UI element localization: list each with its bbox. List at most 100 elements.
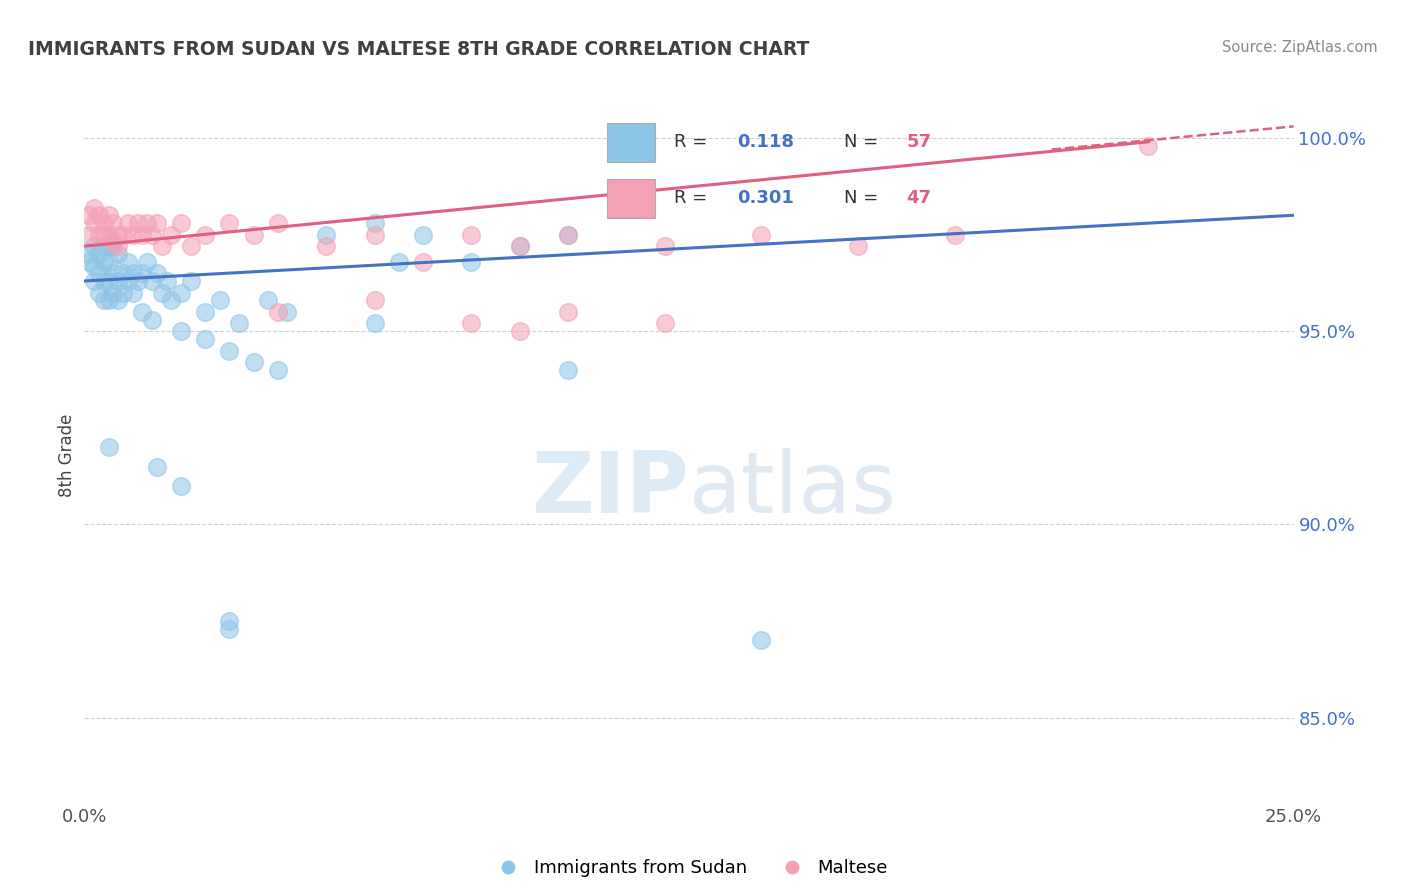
Point xyxy=(751,227,773,242)
Point xyxy=(93,293,115,308)
Point xyxy=(460,254,482,268)
Point xyxy=(509,239,531,253)
Point xyxy=(77,254,100,268)
Point xyxy=(117,216,139,230)
Point xyxy=(160,227,183,242)
Y-axis label: 8th Grade: 8th Grade xyxy=(58,413,76,497)
Point xyxy=(242,355,264,369)
Point xyxy=(77,247,100,261)
Point xyxy=(267,363,290,377)
Point xyxy=(146,459,169,474)
Point xyxy=(218,216,240,230)
Point xyxy=(180,239,202,253)
Point xyxy=(257,293,280,308)
Point xyxy=(107,274,129,288)
Point xyxy=(93,274,115,288)
Point xyxy=(363,293,385,308)
Point xyxy=(150,239,173,253)
Point xyxy=(127,274,149,288)
Point xyxy=(943,227,966,242)
Point xyxy=(170,479,193,493)
Point xyxy=(131,227,153,242)
Point xyxy=(557,363,579,377)
Point xyxy=(93,254,115,268)
Point xyxy=(97,440,120,454)
Point xyxy=(141,312,163,326)
Point xyxy=(83,259,105,273)
Point xyxy=(150,285,173,300)
Point xyxy=(267,216,290,230)
Point xyxy=(97,293,120,308)
Point xyxy=(363,317,385,331)
Point xyxy=(77,227,100,242)
Point xyxy=(131,266,153,280)
Point xyxy=(77,208,100,222)
Point xyxy=(117,254,139,268)
Text: Source: ZipAtlas.com: Source: ZipAtlas.com xyxy=(1222,40,1378,55)
Point xyxy=(160,293,183,308)
Point xyxy=(208,293,231,308)
Text: atlas: atlas xyxy=(689,448,897,532)
Point xyxy=(412,227,434,242)
Point xyxy=(97,254,120,268)
Point xyxy=(242,227,264,242)
Point xyxy=(136,254,159,268)
Point xyxy=(121,266,143,280)
Point xyxy=(194,332,217,346)
Point xyxy=(103,216,125,230)
Point xyxy=(460,317,482,331)
Point xyxy=(388,254,411,268)
Point xyxy=(228,317,250,331)
Point xyxy=(121,227,143,242)
Point xyxy=(141,274,163,288)
Point xyxy=(136,216,159,230)
Point xyxy=(97,274,120,288)
Point xyxy=(155,274,177,288)
Point xyxy=(557,305,579,319)
Point xyxy=(557,227,579,242)
Point xyxy=(654,239,676,253)
Legend: Immigrants from Sudan, Maltese: Immigrants from Sudan, Maltese xyxy=(484,852,894,884)
Point xyxy=(194,305,217,319)
Point xyxy=(170,324,193,338)
Point xyxy=(93,216,115,230)
Point xyxy=(107,293,129,308)
Point xyxy=(141,227,163,242)
Point xyxy=(112,227,135,242)
Point xyxy=(267,305,290,319)
Point xyxy=(170,216,193,230)
Point xyxy=(218,614,240,628)
Point xyxy=(87,266,110,280)
Point xyxy=(557,227,579,242)
Point xyxy=(180,274,202,288)
Point xyxy=(107,227,129,242)
Point xyxy=(103,285,125,300)
Text: IMMIGRANTS FROM SUDAN VS MALTESE 8TH GRADE CORRELATION CHART: IMMIGRANTS FROM SUDAN VS MALTESE 8TH GRA… xyxy=(28,40,810,59)
Point xyxy=(363,227,385,242)
Point xyxy=(127,216,149,230)
Point xyxy=(1137,138,1160,153)
Point xyxy=(117,274,139,288)
Point xyxy=(97,239,120,253)
Point xyxy=(276,305,298,319)
Point xyxy=(87,285,110,300)
Point xyxy=(103,239,125,253)
Point xyxy=(846,239,869,253)
Point xyxy=(194,227,217,242)
Point xyxy=(315,239,337,253)
Point xyxy=(83,239,105,253)
Point xyxy=(103,266,125,280)
Point xyxy=(412,254,434,268)
Point xyxy=(107,239,129,253)
Point xyxy=(121,285,143,300)
Point xyxy=(363,216,385,230)
Point xyxy=(87,247,110,261)
Point xyxy=(460,227,482,242)
Point xyxy=(83,201,105,215)
Point xyxy=(87,208,110,222)
Point xyxy=(83,216,105,230)
Point xyxy=(87,227,110,242)
Point xyxy=(146,216,169,230)
Point xyxy=(218,343,240,358)
Point xyxy=(93,239,115,253)
